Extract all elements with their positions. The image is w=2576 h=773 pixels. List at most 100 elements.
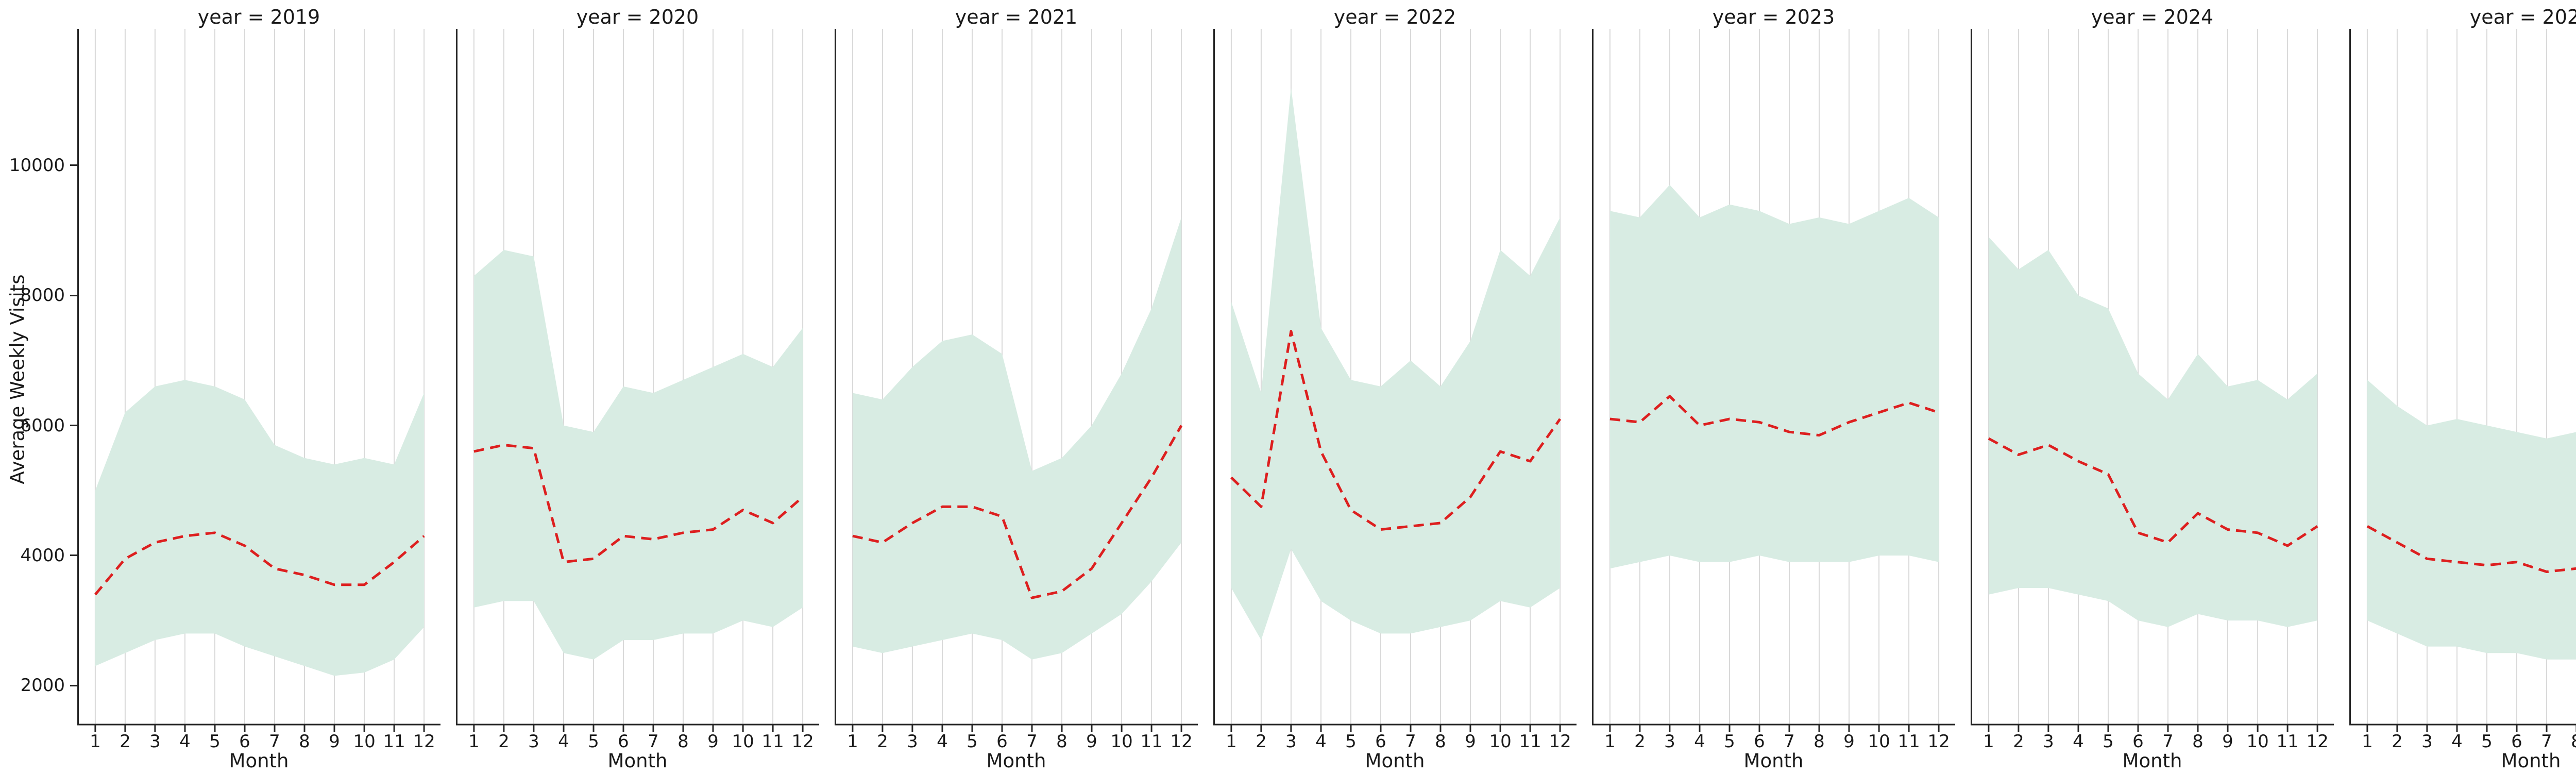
x-tick-label: 11 <box>1140 731 1162 750</box>
y-tick-label: 10000 <box>9 155 65 176</box>
x-tick-label: 3 <box>528 731 539 750</box>
x-tick-label: 4 <box>1315 731 1327 750</box>
percentile-band <box>852 217 1182 660</box>
x-tick-label: 7 <box>1405 731 1416 750</box>
facet-2021: year = 2021 1 2 3 4 5 6 7 8 9 10 11 12 Month <box>835 0 1198 772</box>
x-axis-label: Month <box>607 750 668 772</box>
x-tick-label: 4 <box>2451 731 2463 750</box>
x-tick-label: 12 <box>413 731 435 750</box>
x-tick-label: 5 <box>588 731 599 750</box>
x-tick-label: 10 <box>1110 731 1132 750</box>
x-tick-label: 10 <box>1489 731 1511 750</box>
x-tick-label: 8 <box>677 731 689 750</box>
x-tick-label: 8 <box>1814 731 1825 750</box>
x-tick-label: 5 <box>2481 731 2493 750</box>
x-tick-label: 5 <box>2103 731 2114 750</box>
x-axis-label: Month <box>986 750 1046 772</box>
x-tick-label: 7 <box>1026 731 1038 750</box>
x-tick-label: 5 <box>1724 731 1735 750</box>
x-tick-label: 9 <box>329 731 340 750</box>
x-tick-label: 4 <box>937 731 948 750</box>
x-tick-label: 10 <box>1868 731 1890 750</box>
x-axis-label: Month <box>2501 750 2561 772</box>
x-tick-label: 6 <box>2511 731 2522 750</box>
x-tick-label: 7 <box>269 731 280 750</box>
x-tick-label: 1 <box>1604 731 1616 750</box>
facet-title: year = 2021 <box>955 6 1078 28</box>
x-tick-label: 2 <box>1256 731 1267 750</box>
x-tick-label: 4 <box>1694 731 1705 750</box>
x-tick-label: 2 <box>498 731 510 750</box>
x-tick-label: 7 <box>2541 731 2552 750</box>
x-tick-label: 6 <box>996 731 1008 750</box>
percentile-band <box>1609 184 1939 569</box>
x-tick-label: 10 <box>353 731 375 750</box>
x-tick-label: 3 <box>2421 731 2433 750</box>
x-tick-label: 2 <box>120 731 131 750</box>
median-line <box>852 425 1183 599</box>
x-tick-label: 11 <box>1897 731 1920 750</box>
x-tick-label: 12 <box>1170 731 1192 750</box>
x-tick-label: 3 <box>149 731 161 750</box>
x-tick-label: 8 <box>2571 731 2576 750</box>
facet-2023: year = 2023 1 2 3 4 5 6 7 8 9 10 11 12 Month <box>1592 0 1955 772</box>
x-tick-label: 11 <box>1519 731 1541 750</box>
x-tick-label: 6 <box>1375 731 1386 750</box>
x-tick-label: 8 <box>2192 731 2204 750</box>
x-tick-label: 1 <box>2362 731 2373 750</box>
x-tick-label: 3 <box>1285 731 1297 750</box>
y-tick-label: 8000 <box>20 285 65 306</box>
x-tick-label: 6 <box>239 731 250 750</box>
x-tick-label: 7 <box>648 731 659 750</box>
x-tick-label: 3 <box>2043 731 2054 750</box>
x-tick-label: 1 <box>468 731 480 750</box>
x-tick-label: 12 <box>791 731 814 750</box>
x-tick-label: 12 <box>2306 731 2328 750</box>
percentile-band <box>473 250 803 660</box>
x-tick-label: 1 <box>90 731 101 750</box>
x-axis-label: Month <box>2122 750 2182 772</box>
x-tick-label: 7 <box>2162 731 2174 750</box>
median-line <box>1609 395 1939 437</box>
x-tick-label: 9 <box>1843 731 1855 750</box>
x-axis-label: Month <box>1365 750 1425 772</box>
x-tick-label: 11 <box>761 731 784 750</box>
x-tick-label: 8 <box>1435 731 1446 750</box>
x-tick-label: 5 <box>1345 731 1357 750</box>
x-tick-label: 2 <box>2013 731 2024 750</box>
x-tick-label: 2 <box>1634 731 1646 750</box>
x-tick-label: 9 <box>1086 731 1097 750</box>
facet-2024: year = 2024 1 2 3 4 5 6 7 8 9 10 11 12 Month <box>1971 0 2334 772</box>
percentile-band <box>2367 380 2576 660</box>
x-tick-label: 4 <box>558 731 569 750</box>
x-tick-label: 12 <box>1927 731 1950 750</box>
x-tick-label: 6 <box>618 731 629 750</box>
x-tick-label: 1 <box>1983 731 1994 750</box>
x-axis-label: Month <box>229 750 289 772</box>
facet-title: year = 2023 <box>1712 6 1835 28</box>
y-tick-mark <box>70 684 77 686</box>
facet-plot-2022: 1 2 3 4 5 6 7 8 9 10 11 12 <box>1213 29 1577 750</box>
x-tick-label: 1 <box>847 731 858 750</box>
median-line <box>473 444 804 564</box>
x-tick-label: 11 <box>2276 731 2298 750</box>
percentile-band <box>1988 237 2318 627</box>
x-tick-label: 9 <box>1465 731 1476 750</box>
x-tick-label: 9 <box>2222 731 2233 750</box>
y-tick-label: 4000 <box>20 545 65 566</box>
y-tick-label: 2000 <box>20 675 65 696</box>
median-line <box>2366 525 2576 573</box>
x-tick-label: 4 <box>2073 731 2084 750</box>
x-tick-label: 1 <box>1226 731 1237 750</box>
x-tick-label: 10 <box>732 731 754 750</box>
x-tick-label: 3 <box>907 731 918 750</box>
x-tick-label: 3 <box>1664 731 1675 750</box>
percentile-band <box>1231 87 1561 641</box>
y-tick-mark <box>70 554 77 557</box>
facet-plot-2019: 1 2 3 4 5 6 7 8 9 10 11 12 <box>77 29 440 750</box>
x-tick-label: 6 <box>1754 731 1765 750</box>
x-tick-label: 10 <box>2246 731 2268 750</box>
facet-plot-2024: 1 2 3 4 5 6 7 8 9 10 11 12 <box>1971 29 2334 750</box>
